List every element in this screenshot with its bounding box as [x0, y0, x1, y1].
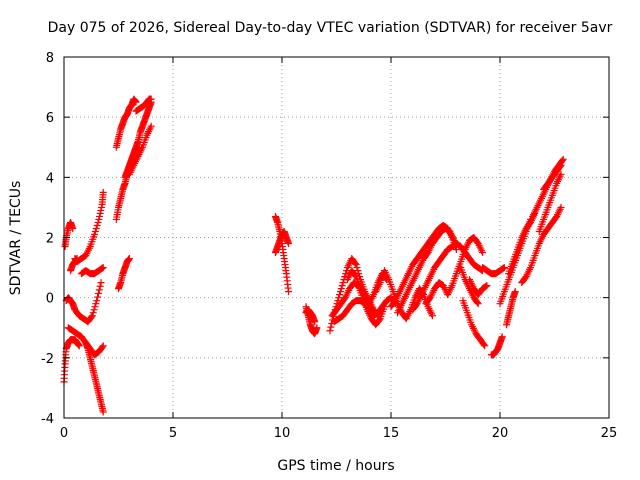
data-point: [96, 282, 104, 290]
data-point: [88, 312, 96, 320]
data-point: [94, 293, 102, 301]
data-point: [557, 170, 565, 178]
data-point: [499, 264, 507, 272]
data-point: [480, 341, 488, 349]
data-point: [338, 282, 346, 290]
data-point: [147, 95, 155, 103]
axis-ticks: 0 5 10 15 20 25 -4 -2 0 2 4 6 8: [41, 51, 617, 441]
data-point: [327, 323, 335, 331]
data-point: [511, 288, 519, 296]
data-point: [483, 282, 491, 290]
y-tick-label: 4: [46, 171, 54, 186]
grid: [64, 57, 609, 418]
data-point: [69, 224, 77, 232]
data-point: [313, 324, 321, 332]
data-point: [125, 255, 133, 263]
x-tick-label: 15: [383, 426, 400, 441]
y-tick-label: -2: [41, 352, 54, 367]
data-point: [99, 188, 107, 196]
data-point: [339, 279, 347, 287]
data-point: [97, 206, 105, 214]
data-point: [336, 291, 344, 299]
data-point: [556, 163, 564, 171]
data-point: [351, 259, 359, 267]
data-point: [334, 297, 342, 305]
data-point: [326, 327, 334, 335]
data-point: [98, 343, 106, 351]
data-point: [93, 221, 101, 229]
data-point: [147, 122, 155, 130]
data-point: [91, 230, 99, 238]
data-point: [498, 333, 506, 341]
data-point: [96, 209, 104, 217]
data-point: [95, 286, 103, 294]
data-point: [75, 342, 83, 350]
data-point: [375, 316, 383, 324]
data-point: [285, 240, 293, 248]
data-point: [87, 313, 95, 321]
data-point: [479, 249, 487, 257]
data-point: [354, 267, 362, 275]
data-point: [132, 98, 140, 106]
data-point: [482, 282, 490, 290]
data-point: [89, 309, 97, 317]
data-point: [285, 288, 293, 296]
data-point: [452, 246, 460, 254]
data-point: [91, 303, 99, 311]
data-point: [336, 288, 344, 296]
data-point: [99, 264, 107, 272]
data-point: [93, 297, 101, 305]
chart-title: Day 075 of 2026, Sidereal Day-to-day VTE…: [48, 20, 613, 36]
x-tick-label: 10: [274, 426, 291, 441]
data-point: [557, 161, 565, 169]
data-point: [474, 300, 482, 308]
data-point: [473, 298, 481, 306]
data-point: [428, 312, 436, 320]
data-point: [559, 155, 567, 163]
data-point: [311, 318, 319, 326]
data-point: [98, 264, 106, 272]
data-point: [353, 264, 361, 272]
data-point: [99, 342, 107, 350]
x-tick-label: 20: [492, 426, 509, 441]
data-point: [337, 285, 345, 293]
data-point: [335, 294, 343, 302]
data-point: [91, 227, 99, 235]
y-tick-label: 0: [46, 292, 54, 307]
data-point: [92, 224, 100, 232]
y-axis-label: SDTVAR / TECUs: [8, 181, 24, 296]
data-point: [96, 212, 104, 220]
data-point: [92, 300, 100, 308]
data-point: [97, 279, 105, 287]
data-point: [94, 289, 102, 297]
data-point: [351, 271, 359, 279]
data-point: [90, 306, 98, 314]
data-point: [95, 215, 103, 223]
y-tick-label: -4: [41, 412, 54, 427]
y-tick-label: 8: [46, 51, 54, 66]
data-point: [97, 203, 105, 211]
x-tick-label: 25: [601, 426, 618, 441]
data-points: [60, 95, 567, 416]
data-point: [94, 218, 102, 226]
data-point: [481, 342, 489, 350]
x-tick-label: 5: [169, 426, 177, 441]
data-point: [73, 255, 81, 263]
data-point: [557, 203, 565, 211]
data-point: [558, 156, 566, 164]
data-point: [352, 261, 360, 269]
y-tick-label: 2: [46, 232, 54, 247]
data-point: [500, 264, 508, 272]
x-tick-label: 0: [60, 426, 68, 441]
y-tick-label: 6: [46, 111, 54, 126]
data-point: [99, 408, 107, 416]
x-axis-label: GPS time / hours: [277, 458, 394, 474]
